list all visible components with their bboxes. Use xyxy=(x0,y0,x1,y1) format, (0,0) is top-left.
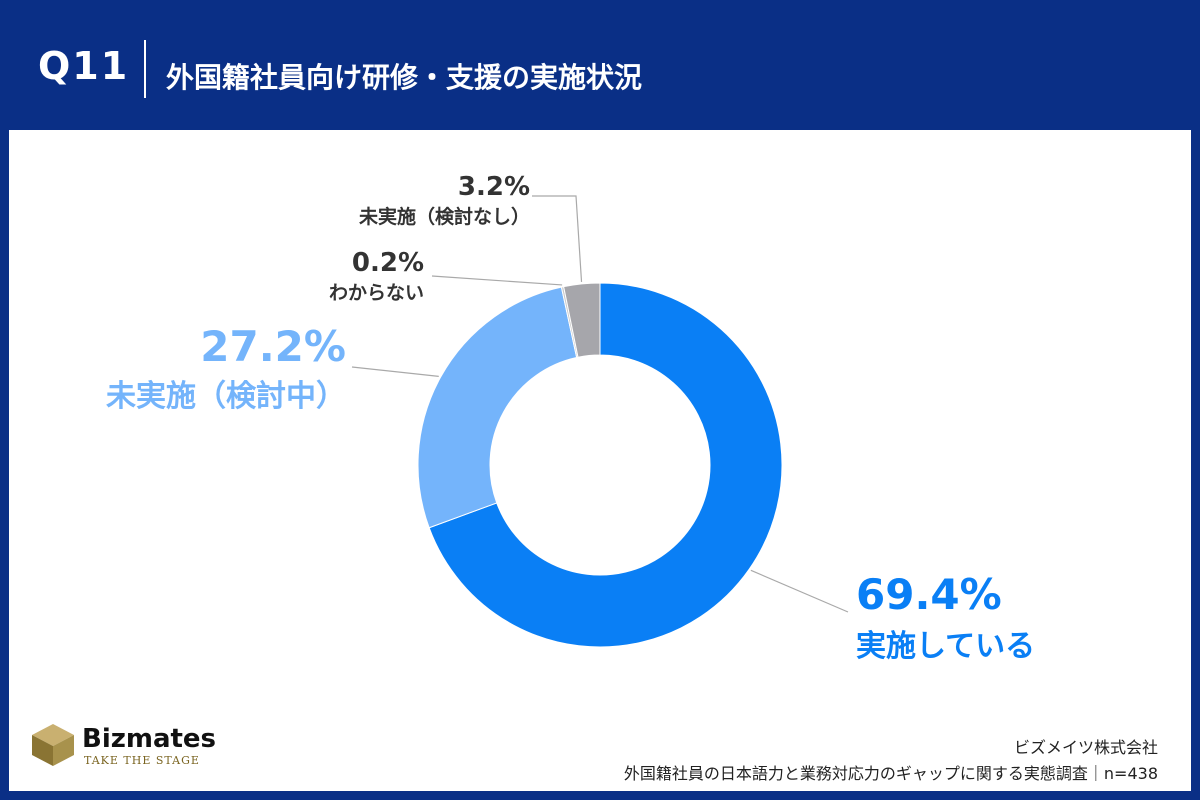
leader-line-not-considering xyxy=(532,195,583,282)
brand-name: Bizmates xyxy=(82,724,217,754)
slice-category-implemented: 実施している xyxy=(856,629,1036,664)
leader-line-implemented xyxy=(750,569,849,613)
donut-slices xyxy=(417,282,783,648)
slice-value-not-considering: 3.2% xyxy=(457,172,530,202)
slice-label-not-considering: 3.2% 未実施（検討なし） xyxy=(359,172,530,229)
chart-panel xyxy=(9,130,1191,791)
slice-value-unknown: 0.2% xyxy=(351,248,424,278)
header-divider xyxy=(144,40,146,98)
brand-tagline: TAKE THE STAGE xyxy=(84,754,200,767)
slice-label-unknown: 0.2% わからない xyxy=(329,248,424,305)
slice-category-unknown: わからない xyxy=(328,282,424,304)
slice-category-considering: 未実施（検討中） xyxy=(106,379,346,414)
slice-label-considering: 27.2% 未実施（検討中） xyxy=(106,322,346,415)
slice-value-considering: 27.2% xyxy=(200,322,346,371)
donut-slice-considering xyxy=(417,286,578,529)
chart-title: 外国籍社員向け研修・支援の実施状況 xyxy=(166,61,643,94)
source-survey: 外国籍社員の日本語力と業務対応力のギャップに関する実態調査｜n=438 xyxy=(623,764,1158,783)
donut-slice-implemented xyxy=(428,282,783,648)
leader-line-considering xyxy=(351,366,439,377)
slice-label-implemented: 69.4% 実施している xyxy=(856,570,1035,665)
leader-lines xyxy=(351,195,849,613)
slice-category-not-considering: 未実施（検討なし） xyxy=(358,206,530,228)
donut-slice-not-considering xyxy=(563,282,601,358)
header-bar: Q11 外国籍社員向け研修・支援の実施状況 xyxy=(0,0,1200,130)
bizmates-logo-icon xyxy=(32,724,74,766)
slice-value-implemented: 69.4% xyxy=(856,570,1002,619)
question-number: Q11 xyxy=(38,44,130,88)
leader-line-unknown xyxy=(431,275,563,286)
source-company: ビズメイツ株式会社 xyxy=(1013,738,1158,757)
